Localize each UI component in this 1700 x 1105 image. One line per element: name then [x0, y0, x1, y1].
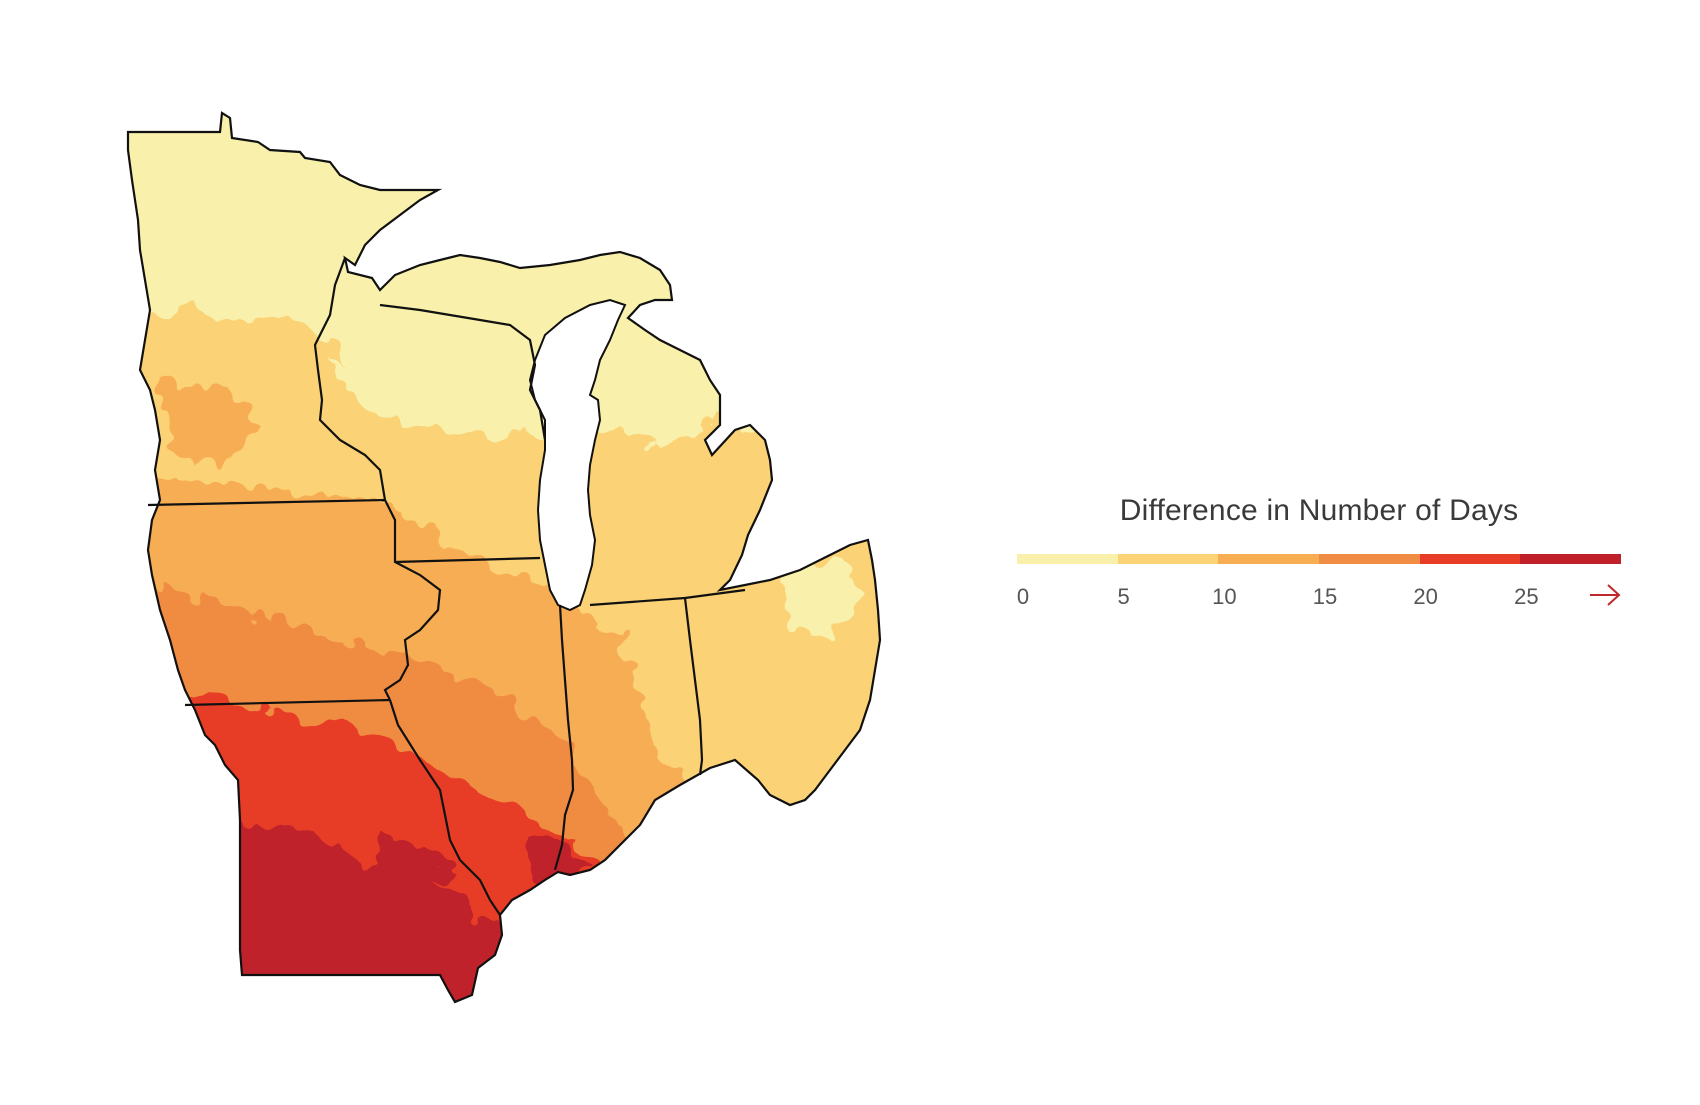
- border-ia-il: [383, 499, 442, 701]
- border-mn-ia: [147, 498, 386, 507]
- border-mo-il: [388, 699, 501, 916]
- border-ia-mo: [184, 698, 391, 707]
- legend-tick-label: 5: [1117, 584, 1130, 609]
- legend: Difference in Number of Days 0 5 10 15 20 25: [1016, 494, 1622, 614]
- border-mn-wi: [313, 257, 387, 501]
- band-north-patch: [780, 560, 860, 640]
- legend-tick-label: 0: [1016, 584, 1030, 609]
- legend-swatch: [1520, 554, 1622, 564]
- legend-swatch: [1117, 554, 1219, 564]
- border-in-mi: [589, 596, 686, 607]
- legend-swatch: [1017, 554, 1118, 564]
- legend-tick-label: 20: [1413, 584, 1438, 609]
- legend-tick-label: 25: [1514, 584, 1539, 609]
- legend-swatch: [1319, 554, 1420, 564]
- border-mi-oh: [684, 588, 746, 600]
- legend-tick-label: 10: [1212, 584, 1237, 609]
- band-north-patch: [330, 360, 540, 440]
- lake-michigan: [528, 298, 627, 612]
- band-mid-patch: [160, 380, 260, 470]
- right-arrow-icon: [1590, 584, 1621, 606]
- state-borders: [147, 257, 746, 916]
- border-in-oh: [683, 597, 704, 776]
- band-north-patch: [620, 380, 700, 450]
- border-wi-il: [394, 556, 541, 564]
- legend-swatch: [1218, 554, 1320, 564]
- border-il-in: [553, 604, 575, 871]
- legend-color-bar: [1017, 554, 1622, 564]
- region-outline: [126, 111, 882, 1004]
- legend-swatch: [1419, 554, 1521, 564]
- legend-tick-label: 15: [1312, 584, 1338, 609]
- band-far-south-patch: [380, 830, 460, 890]
- legend-title: Difference in Number of Days: [1119, 494, 1519, 527]
- border-wi-mi: [379, 303, 547, 441]
- heat-bands: [128, 113, 880, 1002]
